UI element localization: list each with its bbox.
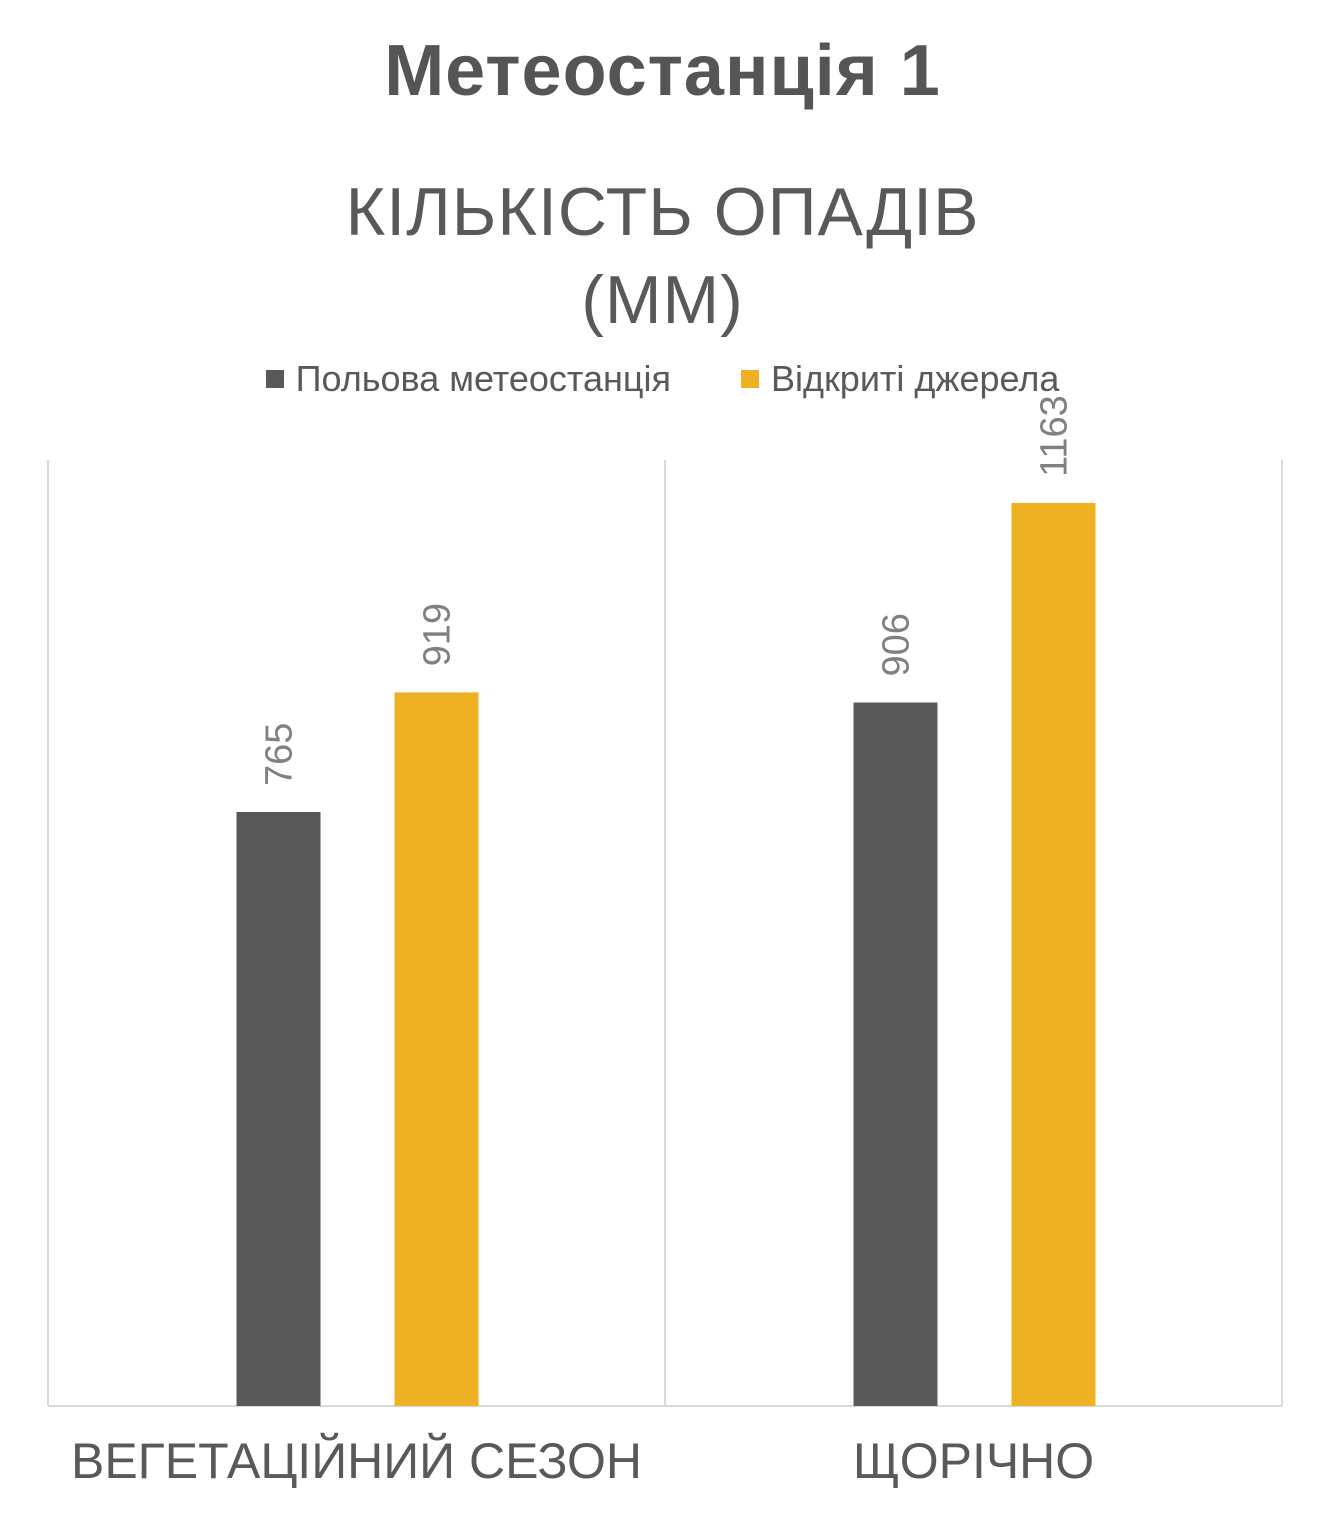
data-label-0-1: 906: [876, 613, 918, 676]
chart-legend: Польова метеостанція Відкриті джерела: [0, 358, 1325, 400]
data-label-1-1: 1163: [1034, 395, 1076, 477]
legend-item-field-station[interactable]: Польова метеостанція: [265, 358, 672, 400]
data-label-0-0: 765: [259, 723, 301, 786]
chart-title-line-2: (ММ): [581, 262, 744, 338]
page-title: Метеостанція 1: [384, 31, 941, 111]
data-label-1-0: 919: [417, 603, 459, 666]
bar-1-1: [1011, 502, 1096, 1406]
legend-label-open-sources: Відкриті джерела: [771, 358, 1060, 399]
legend-item-open-sources[interactable]: Відкриті джерела: [741, 358, 1059, 400]
legend-label-field-station: Польова метеостанція: [295, 358, 672, 399]
legend-swatch-field-station: [265, 370, 284, 388]
bar-0-1: [853, 702, 938, 1406]
chart-title: КІЛЬКІСТЬ ОПАДІВ (ММ): [0, 168, 1325, 344]
bar-0-0: [236, 811, 321, 1406]
bar-1-0: [394, 692, 479, 1406]
chart-title-line-1: КІЛЬКІСТЬ ОПАДІВ: [345, 174, 980, 250]
legend-swatch-open-sources: [741, 370, 760, 388]
category-label-0: ВЕГЕТАЦІЙНИЙ СЕЗОН: [71, 1432, 642, 1489]
category-label-1: ЩОРІЧНО: [853, 1433, 1094, 1489]
